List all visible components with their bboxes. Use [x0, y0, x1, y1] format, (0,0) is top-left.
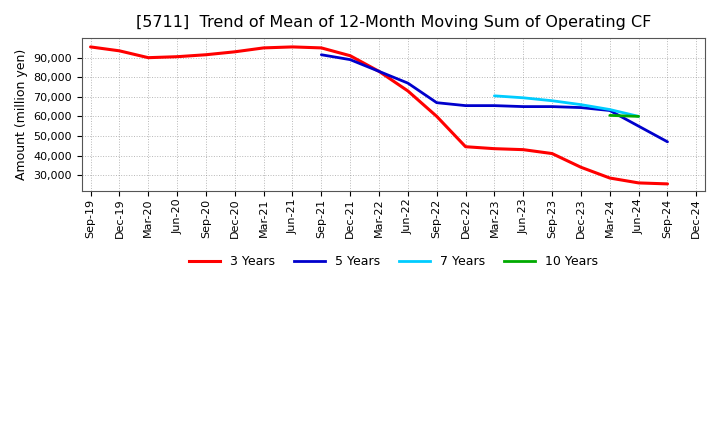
Legend: 3 Years, 5 Years, 7 Years, 10 Years: 3 Years, 5 Years, 7 Years, 10 Years — [184, 250, 603, 273]
Y-axis label: Amount (million yen): Amount (million yen) — [15, 49, 28, 180]
Title: [5711]  Trend of Mean of 12-Month Moving Sum of Operating CF: [5711] Trend of Mean of 12-Month Moving … — [136, 15, 651, 30]
